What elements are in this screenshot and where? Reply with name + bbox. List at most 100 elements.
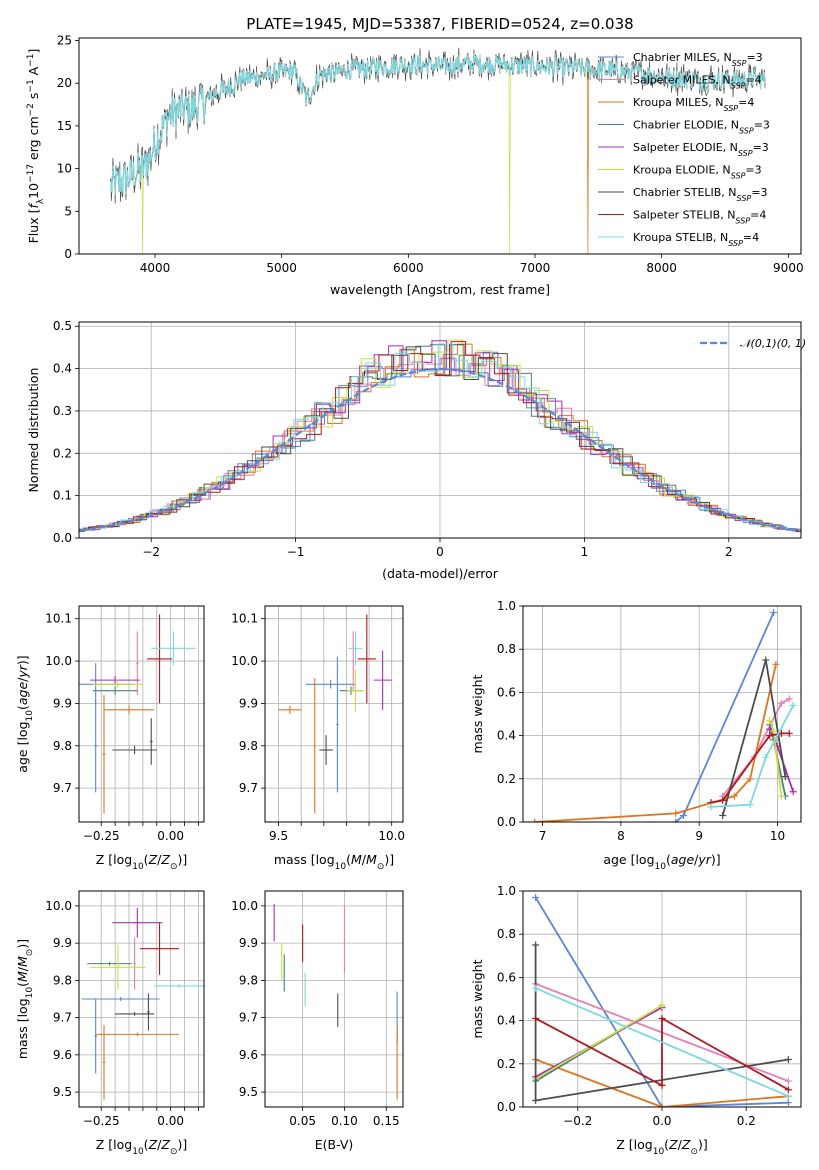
y-tick-label: 0.3 xyxy=(53,404,72,418)
series-marker xyxy=(719,812,727,820)
series-marker xyxy=(658,1014,666,1022)
y-tick-label: 0.1 xyxy=(53,489,72,503)
x-tick-label: −1 xyxy=(287,545,305,559)
series-marker xyxy=(766,732,774,740)
axes-age-vs-mass: 9.5 10.0 9.7 9.8 9.9 10.0 10.1 mass [log10(M/M⊙… xyxy=(231,605,405,872)
series-marker xyxy=(658,1103,666,1107)
series-marker xyxy=(746,775,754,783)
y-tick-label: 0.2 xyxy=(497,772,516,786)
normal-curve xyxy=(79,367,801,532)
x-tick-label: 7000 xyxy=(520,261,551,275)
y-tick-label: 20 xyxy=(57,76,72,90)
series-marker xyxy=(781,773,789,781)
x-tick-label: 9.5 xyxy=(269,829,288,843)
y-tick-label: 9.8 xyxy=(53,973,72,987)
series-marker xyxy=(762,753,770,761)
series-line xyxy=(535,1004,663,1080)
y-axis-label: mass [log10(M/M⊙)] xyxy=(15,939,35,1059)
x-tick-label: −0.2 xyxy=(563,1114,592,1128)
series-marker xyxy=(532,1014,540,1022)
histogram-series xyxy=(79,343,801,532)
x-tick-label: 0.00 xyxy=(157,829,184,843)
x-tick-label: −2 xyxy=(142,545,160,559)
series-marker xyxy=(772,660,780,668)
y-axis-label: Flux [fλ10−17 erg cm−2 s−1 A−1] xyxy=(26,49,46,244)
series-marker xyxy=(680,812,688,820)
y-tick-label: 9.8 xyxy=(239,739,258,753)
y-tick-label: 9.5 xyxy=(53,1085,72,1099)
y-tick-label: 9.9 xyxy=(53,696,72,710)
plots-layer: 4000 5000 6000 7000 8000 90000510152025wavele… xyxy=(15,34,806,1157)
legend-label: Chabrier MILES, NSSP=3 xyxy=(633,51,763,68)
series-marker xyxy=(672,809,680,817)
series-marker xyxy=(746,801,754,809)
y-tick-label: 10.1 xyxy=(45,612,72,626)
y-tick-label: 9.7 xyxy=(53,1011,72,1025)
y-tick-label: 9.8 xyxy=(53,739,72,753)
series-marker xyxy=(784,1099,792,1107)
y-tick-label: 9.6 xyxy=(239,1048,258,1062)
x-tick-label: 0.00 xyxy=(157,1114,184,1128)
y-tick-label: 0.5 xyxy=(53,319,72,333)
y-tick-label: 9.7 xyxy=(239,781,258,795)
axes-age-vs-Z: −0.25 0.00 9.7 9.8 9.9 10.0 10.1 Z [log10(Z/Z⊙)… xyxy=(15,605,205,872)
errorbars xyxy=(278,614,392,814)
series-marker xyxy=(784,1055,792,1063)
spectrum-series xyxy=(110,53,766,197)
series-marker xyxy=(762,656,770,664)
x-tick-label: 10.0 xyxy=(378,829,405,843)
y-tick-label: 0.0 xyxy=(497,1100,516,1114)
series-marker xyxy=(719,796,727,804)
y-tick-label: 25 xyxy=(57,34,72,48)
x-tick-label: 6000 xyxy=(393,261,424,275)
y-tick-label: 9.7 xyxy=(53,781,72,795)
x-axis-label: (data-model)/error xyxy=(382,566,499,581)
y-tick-label: 0.8 xyxy=(497,927,516,941)
series-line xyxy=(768,728,795,793)
legend-label: Kroupa STELIB, NSSP=4 xyxy=(633,231,759,248)
legend-label: Kroupa ELODIE, NSSP=3 xyxy=(633,164,762,181)
legend-label: Salpeter MILES, NSSP=4 xyxy=(633,74,762,91)
axes-weight-vs-age: 7 8 9 10 0.0 0.2 0.4 0.6 0.8 1.0 age [log10(age/yr… xyxy=(470,599,802,872)
x-axis-label: Z [log10(Z/Z⊙)] xyxy=(96,1137,188,1157)
series-line xyxy=(535,1016,789,1091)
series-line xyxy=(535,987,789,1098)
y-tick-label: 1.0 xyxy=(497,599,516,613)
y-tick-label: 0.4 xyxy=(53,362,72,376)
axes-frame xyxy=(522,605,802,823)
axes-frame xyxy=(78,321,802,539)
series-marker xyxy=(532,984,540,992)
x-tick-label: 2 xyxy=(725,545,733,559)
legend-label: Salpeter ELODIE, NSSP=3 xyxy=(633,141,769,158)
errorbars xyxy=(79,614,196,814)
series-marker xyxy=(532,1097,540,1105)
y-tick-label: 9.9 xyxy=(239,936,258,950)
figure-title: PLATE=1945, MJD=53387, FIBERID=0524, z=0… xyxy=(246,15,633,33)
series-marker xyxy=(770,727,778,735)
series-marker xyxy=(658,1081,666,1089)
y-tick-label: 9.5 xyxy=(239,1085,258,1099)
y-axis-label: Normed distribution xyxy=(26,368,41,493)
errorbars xyxy=(273,904,398,1100)
y-tick-label: 1.0 xyxy=(497,884,516,898)
y-tick-label: 9.8 xyxy=(239,973,258,987)
axes-mass-vs-Z: −0.25 0.00 9.5 9.6 9.7 9.8 9.9 10.0 Z [log10(Z/Z… xyxy=(15,890,205,1157)
histogram-series xyxy=(79,340,801,532)
x-tick-label: 5000 xyxy=(266,261,297,275)
legend: Chabrier MILES, NSSP=3 Salpeter MILES, NS… xyxy=(598,51,770,248)
series-marker xyxy=(785,695,793,703)
x-axis-label: E(B-V) xyxy=(315,1137,354,1152)
x-tick-label: 8000 xyxy=(646,261,677,275)
x-tick-label: 0.05 xyxy=(289,1114,316,1128)
series-line xyxy=(675,612,775,822)
x-tick-label: 10 xyxy=(770,829,785,843)
x-tick-label: 9 xyxy=(695,829,703,843)
x-tick-label: 0.10 xyxy=(331,1114,358,1128)
x-tick-label: −0.25 xyxy=(83,829,120,843)
axes-spectrum: 4000 5000 6000 7000 8000 9000 0 5 10 15 20 25 wavele… xyxy=(26,34,804,297)
y-tick-label: 0.8 xyxy=(497,642,516,656)
y-tick-label: 9.9 xyxy=(53,936,72,950)
x-tick-label: 0.0 xyxy=(652,1114,671,1128)
y-axis-label: age [log10(age/yr)] xyxy=(15,655,35,772)
